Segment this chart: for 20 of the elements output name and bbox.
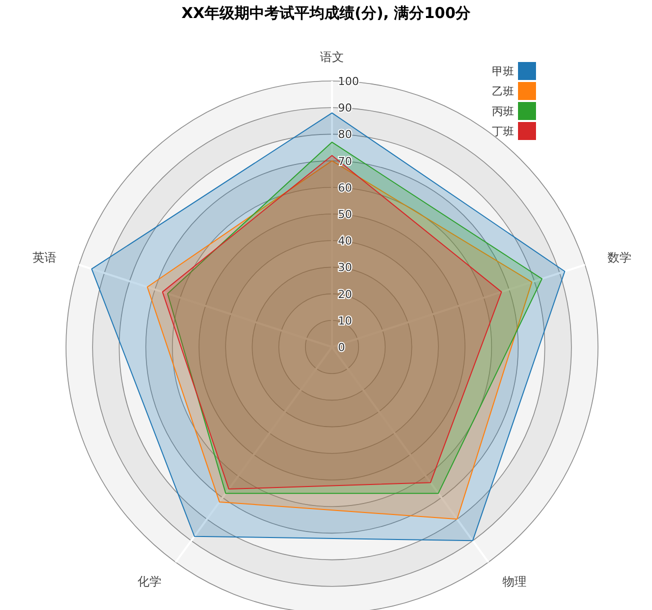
y-tick-label: 10 [338,314,352,328]
legend-label: 乙班 [492,85,514,98]
chart-title: XX年级期中考试平均成绩(分), 满分100分 [181,4,472,22]
legend-label: 丙班 [492,105,514,118]
spoke-label: 数学 [608,250,632,264]
spoke-label: 英语 [32,250,56,264]
y-tick-label: 0 [338,341,345,354]
y-tick-label: 50 [338,208,352,221]
y-tick-label: 90 [338,102,352,115]
y-tick-label: 40 [338,234,352,248]
y-tick-label: 20 [338,288,352,301]
spoke-label: 语文 [320,50,344,64]
y-tick-label: 70 [338,154,352,168]
y-tick-label: 30 [338,261,352,274]
spoke-label: 化学 [138,574,162,589]
y-tick-label: 60 [338,181,352,194]
spoke-label: 物理 [502,574,526,589]
legend-label: 丁班 [492,125,514,138]
y-tick-label: 80 [338,128,352,142]
legend-label: 甲班 [492,65,514,78]
